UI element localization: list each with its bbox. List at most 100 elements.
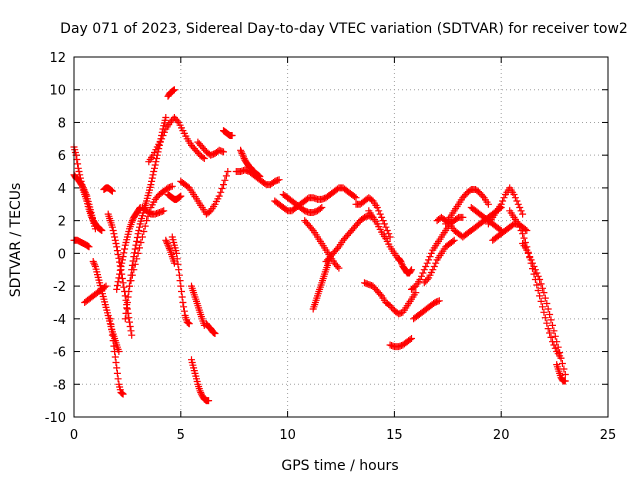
data-point <box>419 269 427 277</box>
data-point <box>429 266 437 274</box>
data-point <box>514 220 522 228</box>
data-point <box>136 244 143 252</box>
data-point <box>126 323 134 330</box>
data-point <box>416 276 424 283</box>
y-tick-label: 2 <box>58 215 66 230</box>
data-point <box>221 176 229 184</box>
data-point <box>110 230 118 238</box>
data-point <box>132 241 140 249</box>
data-point <box>516 204 524 211</box>
data-point <box>197 389 205 396</box>
data-point <box>546 311 554 318</box>
data-point <box>115 254 123 262</box>
x-tick-label: 5 <box>177 428 185 443</box>
data-point <box>205 397 213 405</box>
data-point <box>547 316 555 324</box>
data-point <box>108 326 116 334</box>
data-point <box>275 176 283 184</box>
data-point <box>539 284 546 292</box>
data-point <box>90 259 98 267</box>
data-point <box>118 270 126 278</box>
data-point <box>383 227 391 234</box>
data-point <box>176 277 184 285</box>
data-point <box>539 303 546 311</box>
data-point <box>130 266 138 274</box>
data-point <box>459 213 467 221</box>
data-point <box>120 283 128 291</box>
data-point <box>111 233 119 241</box>
data-point <box>141 222 149 230</box>
data-point <box>199 153 207 161</box>
y-tick-label: -6 <box>53 346 66 361</box>
data-point <box>80 186 88 193</box>
data-point <box>178 288 185 295</box>
data-point <box>543 319 551 327</box>
data-point <box>122 309 130 317</box>
data-point <box>134 249 142 257</box>
data-point <box>220 181 227 189</box>
data-point <box>114 278 122 286</box>
data-point <box>128 218 136 226</box>
data-point <box>114 375 122 383</box>
data-point <box>119 253 127 261</box>
data-point <box>173 249 180 257</box>
data-point <box>529 259 536 267</box>
data-point <box>113 369 121 377</box>
data-point <box>544 305 552 313</box>
data-point <box>406 336 414 343</box>
data-point <box>224 168 232 175</box>
data-point <box>524 249 532 257</box>
data-point <box>133 237 141 245</box>
data-point <box>554 343 562 351</box>
data-point <box>500 194 508 202</box>
data-point <box>164 241 172 249</box>
data-point <box>147 181 155 189</box>
data-point <box>160 207 168 215</box>
data-point <box>397 258 405 265</box>
data-point <box>540 308 548 316</box>
data-point <box>516 223 524 231</box>
data-point <box>74 164 82 172</box>
data-point <box>218 185 226 192</box>
data-point <box>217 188 225 196</box>
data-point <box>79 184 87 192</box>
data-point <box>335 264 343 272</box>
data-point <box>151 164 158 172</box>
data-point <box>408 335 415 342</box>
data-point <box>558 360 566 367</box>
data-point <box>418 272 425 280</box>
y-tick-label: 12 <box>49 51 66 66</box>
data-point <box>91 261 99 269</box>
data-point <box>479 192 487 200</box>
data-point <box>378 213 386 221</box>
data-point <box>119 279 127 287</box>
data-point <box>510 191 518 198</box>
data-point <box>108 331 116 339</box>
data-point <box>561 371 569 378</box>
data-point <box>123 305 131 313</box>
data-point <box>75 168 83 175</box>
data-point <box>435 297 443 305</box>
data-point <box>112 359 120 366</box>
data-point <box>521 225 529 233</box>
data-point <box>556 349 564 357</box>
data-point <box>143 217 151 225</box>
y-tick-label: 4 <box>58 182 66 197</box>
data-point <box>159 132 167 139</box>
data-points <box>70 86 569 405</box>
data-point <box>137 239 145 246</box>
data-point <box>109 337 117 345</box>
data-point <box>162 114 170 121</box>
data-point <box>127 327 135 335</box>
data-point <box>513 197 521 205</box>
tick-labels: -10 -8 -6 -4 -2 0 2 4 6 8 10 12 0 5 10 15 20 25 <box>45 51 617 443</box>
data-point <box>108 187 116 195</box>
y-tick-label: 8 <box>58 116 66 131</box>
data-point <box>423 259 431 267</box>
data-point <box>116 262 124 270</box>
x-tick-label: 15 <box>386 428 403 443</box>
data-point <box>179 299 187 306</box>
data-point <box>128 217 136 225</box>
data-point <box>449 237 457 245</box>
data-point <box>534 272 542 280</box>
